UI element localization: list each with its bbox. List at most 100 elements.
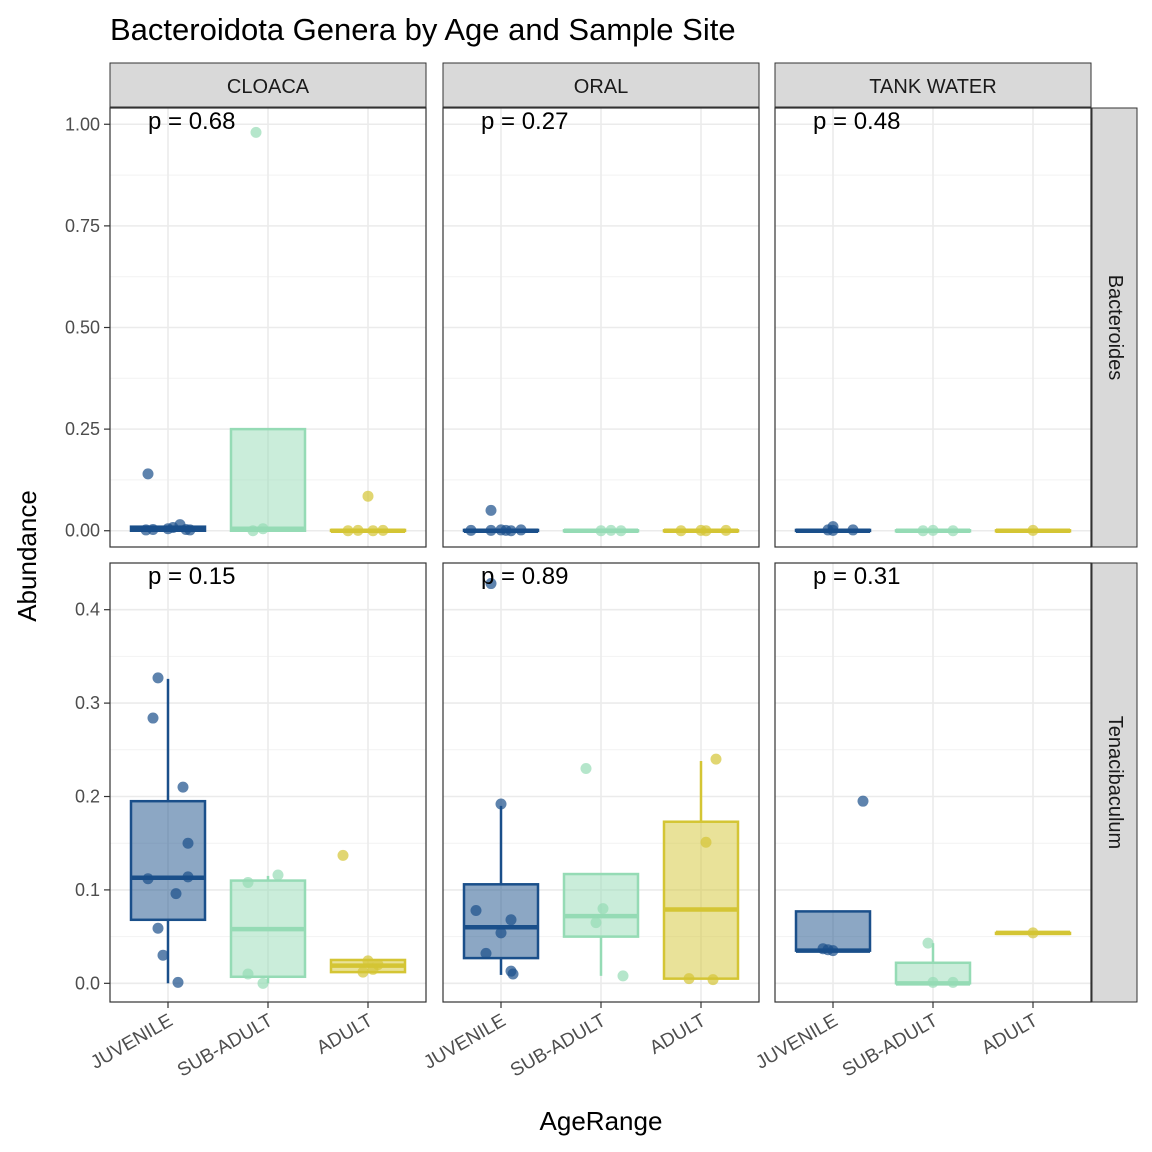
y-tick-label: 0.1 bbox=[75, 880, 100, 900]
points-adult bbox=[675, 524, 732, 537]
points-adult bbox=[337, 849, 384, 978]
data-point bbox=[495, 927, 507, 939]
points-juvenile bbox=[465, 504, 527, 537]
data-point bbox=[947, 525, 959, 537]
facet-strip-tenacibaculum: Tenacibaculum bbox=[1091, 562, 1138, 1003]
data-point bbox=[917, 525, 929, 537]
data-point bbox=[147, 712, 159, 724]
data-point bbox=[257, 523, 269, 535]
data-point bbox=[927, 524, 939, 536]
data-point bbox=[822, 944, 834, 956]
data-point bbox=[357, 966, 369, 978]
data-point bbox=[590, 917, 602, 929]
points-adult bbox=[1027, 524, 1039, 536]
box-juvenile bbox=[794, 910, 872, 953]
data-point bbox=[257, 977, 269, 989]
data-point bbox=[152, 672, 164, 684]
points-adult bbox=[683, 753, 722, 986]
points-adult bbox=[1027, 927, 1039, 939]
data-point bbox=[142, 873, 154, 885]
points-sub-adult bbox=[917, 524, 959, 537]
points-juvenile bbox=[822, 521, 859, 536]
data-point bbox=[184, 524, 196, 536]
data-point bbox=[377, 524, 389, 536]
data-point bbox=[505, 914, 517, 926]
x-tick-label: SUB-ADULT bbox=[174, 1010, 277, 1082]
data-point bbox=[485, 578, 497, 590]
x-tick-label: SUB-ADULT bbox=[507, 1010, 610, 1082]
data-point bbox=[485, 504, 497, 516]
data-point bbox=[683, 973, 695, 985]
data-point bbox=[707, 974, 719, 986]
panel-tenacibaculum-oral: p = 0.89 bbox=[442, 562, 760, 1003]
data-point bbox=[847, 524, 859, 536]
data-point bbox=[597, 903, 609, 915]
panel-bacteroides-oral: p = 0.27 bbox=[442, 107, 760, 548]
x-tick-label: SUB-ADULT bbox=[839, 1010, 942, 1082]
data-point bbox=[615, 525, 627, 537]
y-tick-label: 0.2 bbox=[75, 787, 100, 807]
box-body bbox=[794, 910, 872, 952]
data-point bbox=[465, 524, 477, 536]
x-tick-label: JUVENILE bbox=[420, 1010, 509, 1074]
strip-label: TANK WATER bbox=[869, 76, 996, 98]
x-tick-label: ADULT bbox=[313, 1010, 377, 1059]
data-point bbox=[922, 937, 934, 949]
points-juvenile bbox=[470, 578, 519, 980]
points-juvenile bbox=[140, 468, 196, 536]
data-point bbox=[170, 888, 182, 900]
data-point bbox=[720, 524, 732, 536]
p-value-label: p = 0.15 bbox=[148, 563, 235, 590]
x-tick-label: ADULT bbox=[646, 1010, 710, 1059]
data-point bbox=[505, 525, 517, 537]
data-point bbox=[157, 949, 169, 961]
y-tick-label: 0.25 bbox=[65, 419, 100, 439]
strip-label: Bacteroides bbox=[1104, 275, 1126, 381]
data-point bbox=[927, 976, 939, 988]
panel-border bbox=[109, 562, 427, 1003]
data-point bbox=[947, 976, 959, 988]
data-point bbox=[700, 525, 712, 537]
data-point bbox=[485, 524, 497, 536]
x-axis-label: AgeRange bbox=[540, 1106, 663, 1136]
data-point bbox=[470, 904, 482, 916]
strip-background bbox=[1091, 107, 1138, 548]
facet-strip-tank-water: TANK WATER bbox=[774, 62, 1092, 108]
facet-strip-cloaca: CLOACA bbox=[109, 62, 427, 108]
data-point bbox=[1027, 524, 1039, 536]
strip-background bbox=[774, 62, 1092, 108]
data-point bbox=[617, 970, 629, 982]
data-point bbox=[507, 968, 519, 980]
data-point bbox=[337, 849, 349, 861]
y-tick-label: 0.4 bbox=[75, 600, 100, 620]
y-axis-bacteroides: 0.00 0.25 0.50 0.75 1.00 bbox=[65, 114, 110, 541]
strip-background bbox=[442, 62, 760, 108]
points-sub-adult bbox=[580, 762, 629, 982]
box-body bbox=[662, 820, 740, 980]
strip-label: CLOACA bbox=[227, 76, 310, 98]
points-sub-adult bbox=[922, 937, 959, 988]
strip-label: ORAL bbox=[574, 76, 628, 98]
y-tick-label: 1.00 bbox=[65, 114, 100, 134]
data-point bbox=[142, 468, 154, 480]
box-adult bbox=[662, 761, 740, 980]
points-sub-adult bbox=[247, 126, 269, 537]
panel-bacteroides-cloaca: p = 0.68 bbox=[109, 107, 427, 548]
panel-tenacibaculum-cloaca: p = 0.15 bbox=[109, 562, 427, 1003]
y-tick-label: 0.50 bbox=[65, 318, 100, 338]
points-juvenile bbox=[817, 795, 869, 957]
p-value-label: p = 0.68 bbox=[148, 108, 235, 135]
chart-title: Bacteroidota Genera by Age and Sample Si… bbox=[110, 12, 736, 47]
y-tick-label: 0.75 bbox=[65, 216, 100, 236]
data-point bbox=[367, 525, 379, 537]
facet-grid: CLOACA ORAL TANK WATER Bacteroides Tenacibac… bbox=[65, 62, 1138, 1082]
points-juvenile bbox=[142, 672, 194, 988]
panel-border bbox=[109, 107, 427, 548]
facet-strip-bacteroides: Bacteroides bbox=[1091, 107, 1138, 548]
panel-border bbox=[774, 562, 1092, 1003]
p-value-label: p = 0.48 bbox=[813, 108, 900, 135]
x-tick-label: JUVENILE bbox=[752, 1010, 841, 1074]
data-point bbox=[147, 524, 159, 536]
data-point bbox=[675, 525, 687, 537]
